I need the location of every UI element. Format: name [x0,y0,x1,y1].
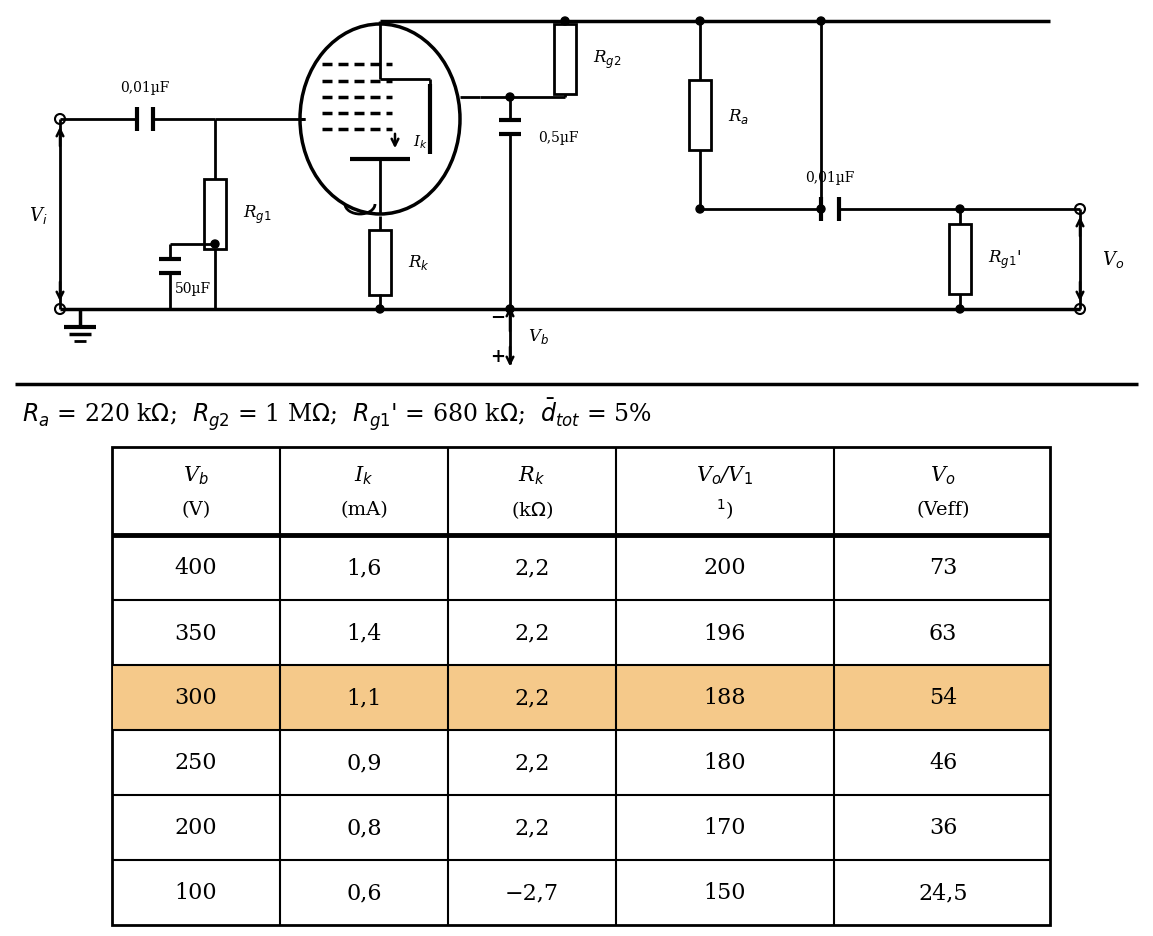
Text: 188: 188 [703,687,746,709]
Circle shape [817,18,826,26]
Circle shape [376,306,384,314]
Text: $R_a$ = 220 k$\Omega$;  $R_{g2}$ = 1 M$\Omega$;  $R_{g1}$' = 680 k$\Omega$;  $\b: $R_a$ = 220 k$\Omega$; $R_{g2}$ = 1 M$\O… [22,396,653,432]
Circle shape [506,306,514,314]
Bar [112,447,1050,925]
Text: 2,2: 2,2 [514,687,550,709]
Text: 1,6: 1,6 [346,557,382,578]
Text: 73: 73 [929,557,957,578]
Text: (mA): (mA) [340,501,387,519]
Text: 150: 150 [703,882,746,903]
Text: R$_a$: R$_a$ [728,107,749,125]
Text: 1,4: 1,4 [346,622,382,644]
Text: 100: 100 [175,882,217,903]
Text: 200: 200 [703,557,746,578]
Text: V$_b$: V$_b$ [528,328,549,346]
Text: 350: 350 [175,622,217,644]
Text: 63: 63 [929,622,957,644]
Text: 36: 36 [929,816,957,839]
Text: 0,8: 0,8 [346,816,382,839]
Text: (V): (V) [181,501,211,519]
Text: R$_k$: R$_k$ [408,254,430,272]
Text: 0,9: 0,9 [346,752,382,774]
Text: I$_k$: I$_k$ [413,133,428,151]
Text: V$_b$: V$_b$ [183,464,209,487]
Bar [369,230,391,295]
Circle shape [817,206,826,213]
Text: +: + [490,347,505,366]
Text: R$_k$: R$_k$ [519,464,545,487]
Text: 180: 180 [703,752,746,774]
Bar [553,25,576,95]
Text: 46: 46 [929,752,957,774]
Bar [689,80,711,151]
Text: 0,5µF: 0,5µF [538,131,579,145]
Text: 0,6: 0,6 [346,882,382,903]
Text: V$_o$/V$_1$: V$_o$/V$_1$ [696,464,754,487]
Circle shape [956,306,964,314]
Text: 170: 170 [703,816,746,839]
Circle shape [696,206,704,213]
Text: −2,7: −2,7 [505,882,559,903]
Text: 54: 54 [929,687,957,709]
Text: 250: 250 [175,752,217,774]
Text: 1,1: 1,1 [346,687,382,709]
Text: 400: 400 [175,557,217,578]
Text: V$_i$: V$_i$ [29,204,47,226]
Text: 50µF: 50µF [175,282,211,296]
Text: 2,2: 2,2 [514,752,550,774]
Text: 24,5: 24,5 [918,882,967,903]
Text: (Veff): (Veff) [917,501,970,519]
Circle shape [696,18,704,26]
Circle shape [956,206,964,213]
Text: (k$\Omega$): (k$\Omega$) [511,499,553,520]
Text: $^1$): $^1$) [716,497,733,521]
Text: 196: 196 [703,622,746,644]
Text: V$_o$: V$_o$ [1102,249,1124,271]
Text: 200: 200 [175,816,217,839]
Text: 0,01µF: 0,01µF [120,80,169,95]
Circle shape [562,18,568,26]
Text: V$_o$: V$_o$ [930,464,956,487]
Text: R$_{g1}$: R$_{g1}$ [243,204,272,226]
Text: 300: 300 [174,687,218,709]
Text: 0,01µF: 0,01µF [805,170,854,184]
Text: I$_k$: I$_k$ [354,464,374,487]
Text: R$_{g2}$: R$_{g2}$ [593,49,621,71]
Text: −: − [490,309,505,327]
Bar [949,225,971,295]
Circle shape [506,94,514,102]
Bar [113,666,1049,729]
Circle shape [211,241,219,249]
Text: R$_{g1}$': R$_{g1}$' [988,249,1022,271]
Bar [204,180,226,250]
Text: 2,2: 2,2 [514,816,550,839]
Text: 2,2: 2,2 [514,557,550,578]
Text: 2,2: 2,2 [514,622,550,644]
